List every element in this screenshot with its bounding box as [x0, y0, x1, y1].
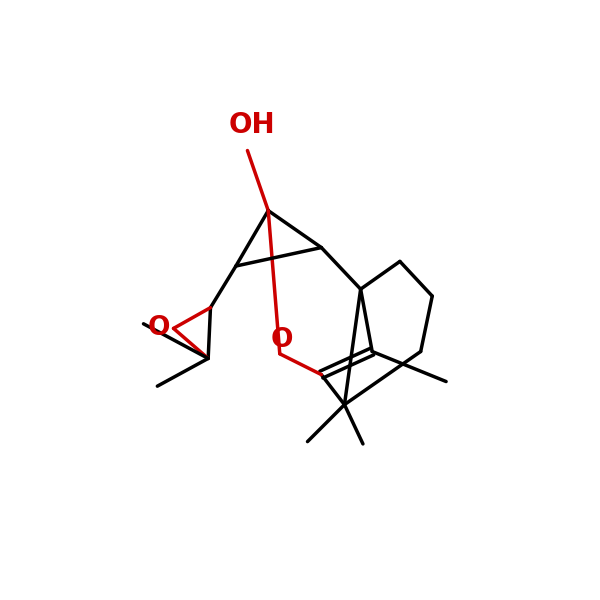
Text: O: O	[148, 316, 170, 341]
Text: O: O	[271, 327, 293, 353]
Text: OH: OH	[229, 111, 275, 139]
